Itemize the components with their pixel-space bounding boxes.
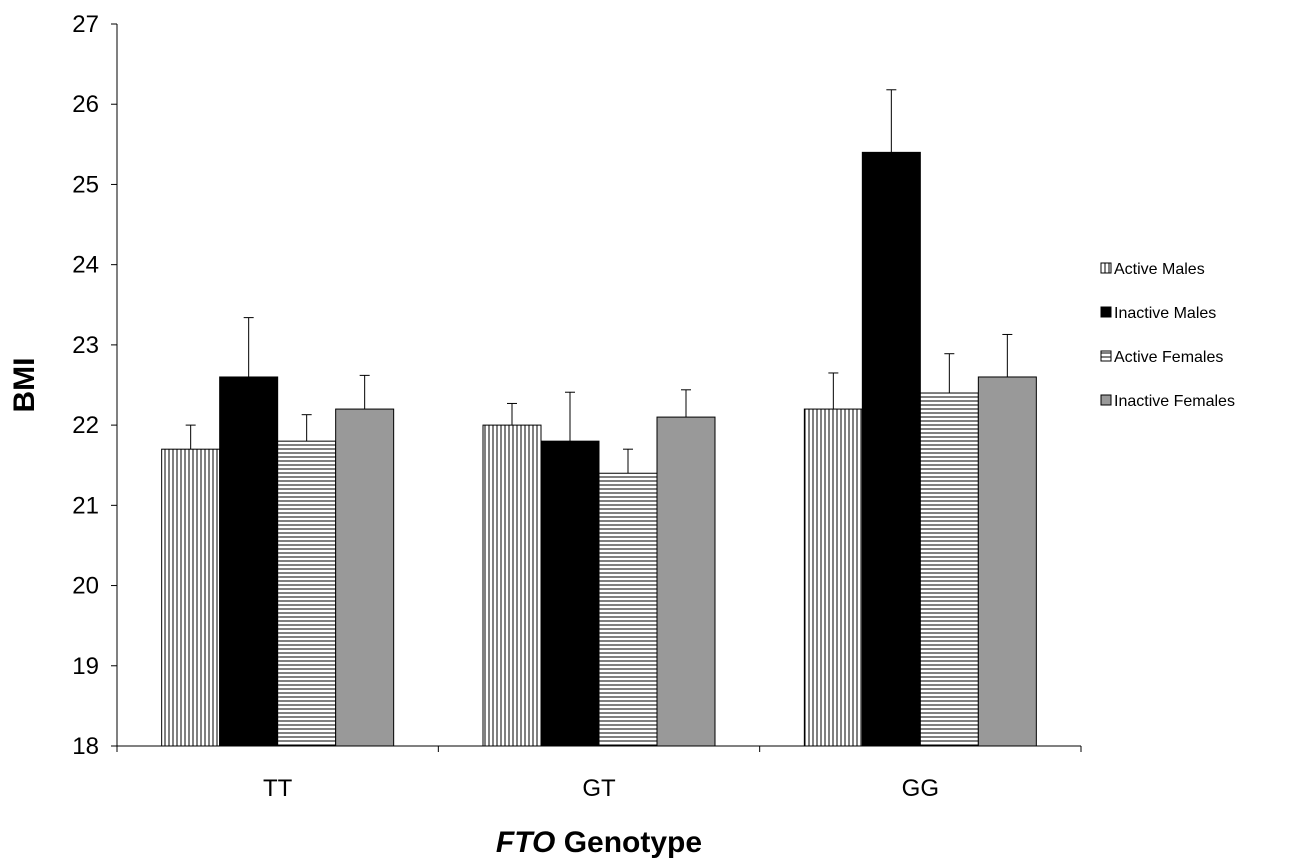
y-tick-label: 26 [72, 91, 99, 118]
y-tick-label: 22 [72, 412, 99, 439]
legend-swatch-inactive-males [1100, 306, 1112, 318]
y-tick-label: 25 [72, 171, 99, 198]
bar-active-females-gt [598, 472, 658, 747]
x-axis-title: FTO Genotype [496, 826, 702, 859]
bar-inactive-females-gt [656, 416, 716, 747]
x-tick-label-tt: TT [263, 775, 293, 802]
bar-inactive-males-tt [219, 376, 279, 747]
bar-inactive-females-tt [335, 408, 395, 747]
y-tick-label: 21 [72, 492, 99, 519]
y-tick-label: 20 [72, 573, 99, 600]
x-ticks-layer: TT GT GG [116, 746, 1082, 802]
legend-swatch-inactive-females [1100, 394, 1112, 406]
bar-inactive-males-gt [540, 440, 600, 747]
legend-swatch-active-males [1100, 262, 1112, 274]
x-axis-title-rest: Genotype [555, 826, 702, 859]
y-ticks-layer: 18 19 20 21 22 23 24 25 26 27 [72, 11, 117, 760]
y-tick-label: 27 [72, 11, 99, 38]
legend-label-inactive-males: Inactive Males [1114, 305, 1216, 322]
y-axis-title: BMI [8, 358, 41, 413]
bar-inactive-females-gg [977, 376, 1037, 747]
legend: Active Males Inactive Males Active Females… [1100, 261, 1235, 410]
legend-label-active-females: Active Females [1114, 349, 1223, 366]
x-tick-label-gg: GG [902, 775, 939, 802]
y-tick-label: 23 [72, 332, 99, 359]
bars-layer [161, 151, 1037, 747]
y-tick-label: 19 [72, 653, 99, 680]
bar-active-males-tt [161, 448, 221, 747]
x-tick-label-gt: GT [582, 775, 616, 802]
y-tick-label: 18 [72, 733, 99, 760]
legend-label-inactive-females: Inactive Females [1114, 393, 1235, 410]
y-tick-label: 24 [72, 252, 99, 279]
bar-active-males-gt [482, 424, 542, 747]
error-bars-layer [185, 89, 1013, 474]
bar-active-females-gg [919, 392, 979, 747]
bar-active-males-gg [803, 408, 863, 747]
bar-active-females-tt [277, 440, 337, 747]
x-axis-title-italic: FTO [496, 826, 555, 859]
legend-label-active-males: Active Males [1114, 261, 1205, 278]
bar-inactive-males-gg [861, 151, 921, 747]
legend-swatch-active-females [1100, 350, 1112, 362]
